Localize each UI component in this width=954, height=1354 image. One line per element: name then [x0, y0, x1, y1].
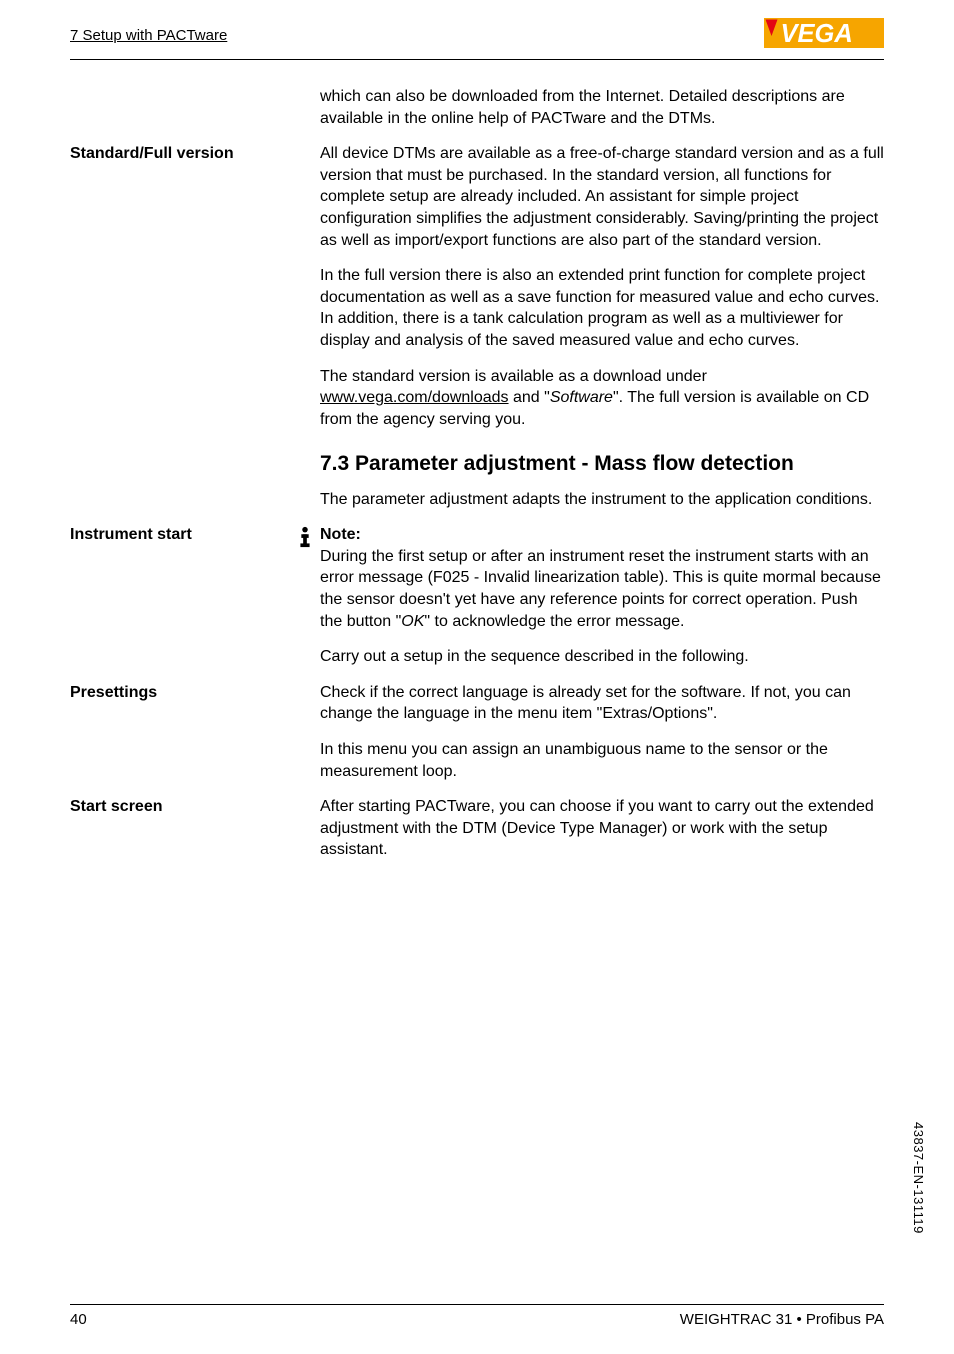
instrument-start-note: Note: During the first setup or after an… — [320, 524, 884, 632]
label-standard-full: Standard/Full version — [70, 143, 290, 430]
standard-full-p2: In the full version there is also an ext… — [320, 265, 884, 351]
svg-text:VEGA: VEGA — [781, 20, 853, 48]
label-instrument-start: Instrument start — [70, 524, 290, 668]
intro-paragraph: which can also be downloaded from the In… — [320, 86, 884, 129]
standard-full-p1: All device DTMs are available as a free-… — [320, 143, 884, 251]
footer-product: WEIGHTRAC 31 • Profibus PA — [680, 1311, 884, 1328]
label-start-screen: Start screen — [70, 796, 290, 861]
vega-logo: VEGA — [764, 18, 884, 53]
section-7-3-intro: The parameter adjustment adapts the inst… — [320, 489, 884, 511]
section-7-3-heading: 7.3 Parameter adjustment - Mass flow det… — [320, 450, 884, 478]
presettings-p2: In this menu you can assign an unambiguo… — [320, 739, 884, 782]
header-section-title: 7 Setup with PACTware — [70, 27, 227, 44]
header-divider — [70, 59, 884, 60]
page-number: 40 — [70, 1311, 87, 1328]
standard-full-p3: The standard version is available as a d… — [320, 366, 884, 431]
label-presettings: Presettings — [70, 682, 290, 782]
presettings-p1: Check if the correct language is already… — [320, 682, 884, 725]
instrument-start-p2: Carry out a setup in the sequence descri… — [320, 646, 884, 668]
info-icon — [294, 526, 316, 668]
download-link[interactable]: www.vega.com/downloads — [320, 389, 509, 406]
start-screen-p1: After starting PACTware, you can choose … — [320, 796, 884, 861]
doc-id-vertical: 43837-EN-131119 — [911, 1122, 926, 1234]
